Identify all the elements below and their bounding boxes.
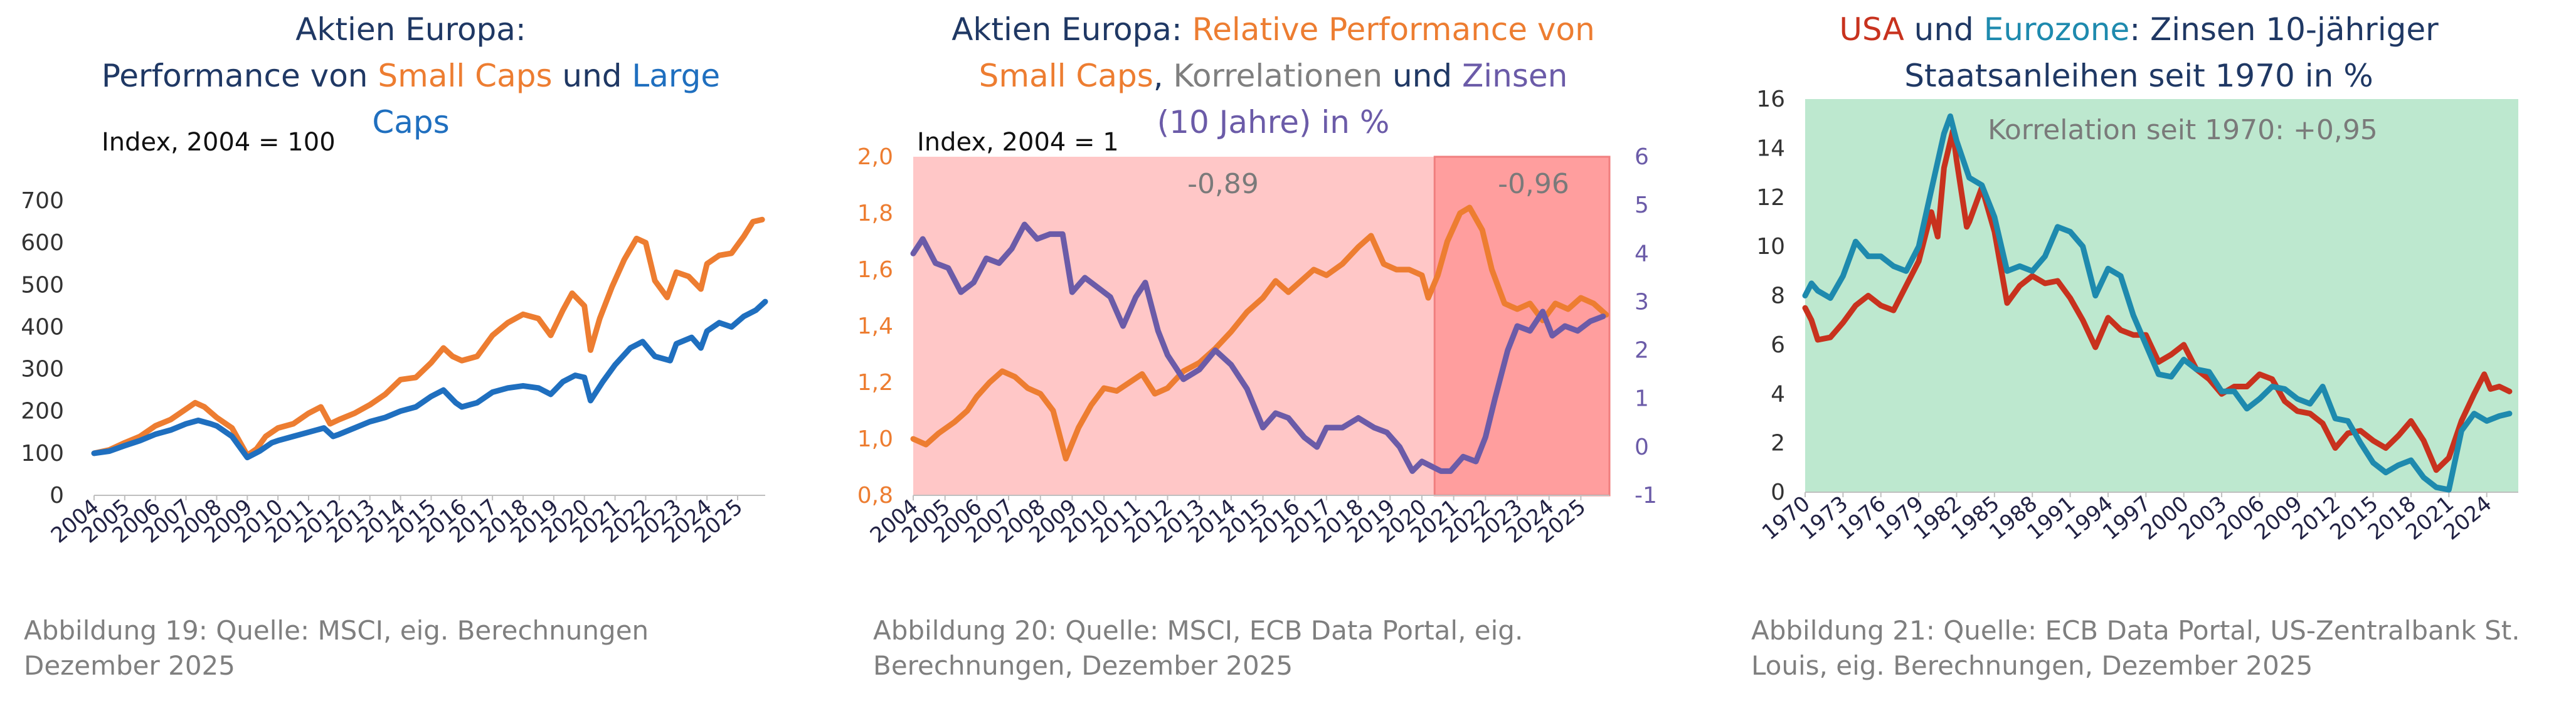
p1-series-line-small-caps xyxy=(91,216,765,458)
p3-y-tick-label: 8 xyxy=(1771,283,1785,309)
p2-title-part: Small Caps xyxy=(979,58,1153,94)
p1-title-part: Large xyxy=(632,58,720,94)
p1-caption-text: Abbildung 19: Quelle: MSCI, eig. Berechn… xyxy=(24,615,649,646)
p3-title-line-1: USA und Eurozone: Zinsen 10-jähriger xyxy=(1839,11,2439,48)
p1-y-tick-label: 700 xyxy=(21,188,64,214)
p1-y-tick-label: 200 xyxy=(21,399,64,424)
p3-title-line-2: Staatsanleihen seit 1970 in % xyxy=(1904,58,2373,94)
p2-y-right-tick-label: 6 xyxy=(1635,144,1649,170)
p2-y-right-tick-label: 1 xyxy=(1635,386,1649,412)
p2-y-right-tick-label: 4 xyxy=(1635,241,1649,266)
p2-title-part: Zinsen xyxy=(1462,58,1567,94)
p2-title-line-1: Aktien Europa: Relative Performance von xyxy=(951,11,1595,48)
p1-y-tick-label: 100 xyxy=(21,441,64,466)
p2-y-tick-label: 2,0 xyxy=(857,144,893,170)
p3-plot-area: 0246810121416197019731976197919821985198… xyxy=(1756,87,2518,545)
p3-y-tick-label: 10 xyxy=(1756,234,1785,260)
p1-title-part: Aktien Europa: xyxy=(295,11,526,48)
p3-title-part: USA xyxy=(1839,11,1904,48)
p1-title-line-1: Aktien Europa: xyxy=(295,11,526,48)
p1-caption-text-cont: Dezember 2025 xyxy=(24,650,235,681)
p1-y-tick-label: 500 xyxy=(21,272,64,298)
p3-caption-text: Abbildung 21: Quelle: ECB Data Portal, U… xyxy=(1751,615,2520,646)
p1-title-part: Performance von xyxy=(102,58,378,94)
p2-title-part: Aktien Europa: xyxy=(951,11,1192,48)
p3-y-tick-label: 14 xyxy=(1756,135,1785,161)
p3-title-part: und xyxy=(1904,11,1984,48)
p3-title-part: Eurozone xyxy=(1984,11,2130,48)
p3-shaded-period xyxy=(1805,99,2518,492)
p2-y-tick-label: 1,2 xyxy=(857,370,893,396)
p2-caption-text-cont: Berechnungen, Dezember 2025 xyxy=(873,650,1293,681)
p2-y-tick-label: 1,8 xyxy=(857,201,893,226)
p3-y-tick-label: 12 xyxy=(1756,185,1785,211)
p3-y-tick-label: 0 xyxy=(1771,480,1785,505)
p3-series-line-eurozone xyxy=(1802,113,2513,493)
p2-y-tick-label: 1,4 xyxy=(857,313,893,339)
p1-title-line-3: Caps xyxy=(372,104,449,140)
p1-title-part: Small Caps xyxy=(378,58,552,94)
p2-series-line-small-caps-relativ xyxy=(910,204,1609,461)
chart-panel-2: Aktien Europa: Relative Performance von … xyxy=(857,11,1657,681)
p3-caption: Abbildung 21: Quelle: ECB Data Portal, U… xyxy=(1751,615,2528,681)
p3-title-part: : Zinsen 10-jähriger xyxy=(2129,11,2439,48)
p2-annotation: -0,89 xyxy=(1187,168,1259,200)
p1-caption-line-1: Abbildung 19: Quelle: MSCI, eig. Berechn… xyxy=(24,615,657,681)
p2-y-right-tick-label: 0 xyxy=(1635,435,1649,460)
p2-title-line-2: Small Caps, Korrelationen und Zinsen xyxy=(979,58,1568,94)
p2-title-part: Relative Performance von xyxy=(1192,11,1595,48)
p1-title-line-2: Performance von Small Caps und Large xyxy=(102,58,720,94)
p2-y-right-tick-label: 2 xyxy=(1635,338,1649,364)
p2-subtitle: Index, 2004 = 1 xyxy=(917,128,1119,157)
p2-y-right-tick-label: -1 xyxy=(1635,483,1657,508)
p3-y-tick-label: 2 xyxy=(1771,431,1785,456)
p2-y-right-tick-label: 5 xyxy=(1635,192,1649,218)
p3-y-tick-label: 6 xyxy=(1771,332,1785,358)
p2-annotation: -0,96 xyxy=(1498,168,1569,200)
p2-title-part: , xyxy=(1153,58,1174,94)
p1-y-tick-label: 0 xyxy=(50,483,64,508)
p3-y-tick-label: 4 xyxy=(1771,381,1785,407)
p1-title-part: Caps xyxy=(372,104,449,140)
p1-y-tick-label: 600 xyxy=(21,230,64,256)
p2-title-part: und xyxy=(1382,58,1462,94)
chart-panel-1: Aktien Europa: Performance von Small Cap… xyxy=(21,11,768,681)
p2-y-tick-label: 0,8 xyxy=(857,483,893,508)
p2-caption-text: Abbildung 20: Quelle: MSCI, ECB Data Por… xyxy=(873,615,1523,646)
p2-title-line-3: (10 Jahre) in % xyxy=(1157,104,1390,140)
p3-title-part: Staatsanleihen seit 1970 in % xyxy=(1904,58,2373,94)
p2-y-tick-label: 1,0 xyxy=(857,426,893,452)
p1-subtitle: Index, 2004 = 100 xyxy=(102,128,336,157)
p2-title-part: (10 Jahre) in % xyxy=(1157,104,1390,140)
p1-series-line-large-caps xyxy=(91,298,768,461)
chart-panel-3: USA und Eurozone: Zinsen 10-jähriger Sta… xyxy=(1751,11,2528,681)
p3-annotation: Korrelation seit 1970: +0,95 xyxy=(1988,114,2378,146)
p3-caption-text-cont: Louis, eig. Berechnungen, Dezember 2025 xyxy=(1751,650,2313,681)
p2-series-line-zinsen-10-jahre xyxy=(910,221,1606,474)
p1-plot-area: 0100200300400500600700200420052006200720… xyxy=(21,188,768,549)
p2-y-tick-label: 1,6 xyxy=(857,257,893,283)
p2-shaded-period xyxy=(913,157,1435,495)
p3-y-tick-label: 16 xyxy=(1756,87,1785,112)
p1-y-tick-label: 300 xyxy=(21,357,64,382)
p2-plot-area: 0,81,01,21,41,61,82,0-101234562004200520… xyxy=(857,144,1657,549)
p2-title-part: Korrelationen xyxy=(1174,58,1383,94)
p1-y-tick-label: 400 xyxy=(21,314,64,340)
p1-title-part: und xyxy=(553,58,632,94)
p2-caption: Abbildung 20: Quelle: MSCI, ECB Data Por… xyxy=(873,615,1532,681)
p2-y-right-tick-label: 3 xyxy=(1635,289,1649,315)
